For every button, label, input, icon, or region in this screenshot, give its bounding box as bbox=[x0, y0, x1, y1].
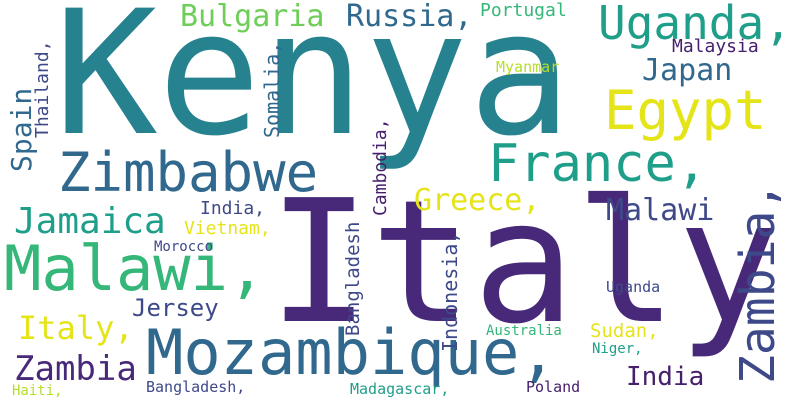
word-uganda-small: Uganda bbox=[606, 278, 661, 296]
word-portugal: Portugal bbox=[480, 0, 567, 21]
word-greece: Greece, bbox=[414, 183, 541, 218]
word-myanmar: Myanmar bbox=[496, 58, 560, 76]
word-cambodia: Cambodia, bbox=[370, 118, 391, 216]
word-france: France, bbox=[488, 134, 708, 194]
word-sudan: Sudan, bbox=[590, 320, 659, 342]
word-india-bottom: India bbox=[626, 362, 705, 392]
word-poland: Poland bbox=[526, 378, 581, 396]
word-jamaica: Jamaica bbox=[14, 201, 166, 242]
word-bangladesh-bottom: Bangladesh, bbox=[146, 378, 246, 396]
word-italy-small: Italy, bbox=[18, 309, 134, 347]
word-morocco: Morocco bbox=[154, 239, 214, 255]
word-malawi-right: Malawi bbox=[606, 193, 715, 228]
word-haiti: Haiti, bbox=[12, 383, 63, 399]
word-jersey: Jersey bbox=[132, 294, 219, 322]
word-madagascar: Madagascar, bbox=[350, 380, 450, 398]
word-india-mid: India, bbox=[200, 198, 266, 219]
word-uganda-top: Uganda, bbox=[598, 0, 792, 50]
word-italy-big: Italy bbox=[268, 164, 780, 362]
word-egypt: Egypt bbox=[604, 79, 767, 142]
word-zimbabwe: Zimbabwe bbox=[58, 141, 319, 204]
word-vietnam: Vietnam, bbox=[184, 218, 271, 239]
word-indonesia: Indonesia, bbox=[438, 231, 462, 352]
word-mozambique: Mozambique, bbox=[146, 316, 557, 389]
word-malawi-left: Malawi, bbox=[4, 232, 266, 305]
word-niger: Niger, bbox=[592, 341, 643, 357]
word-zambia-left: Zambia bbox=[14, 349, 137, 389]
word-japan: Japan bbox=[642, 53, 733, 88]
word-australia: Australia bbox=[486, 323, 562, 339]
word-zambia-vertical: Zambia, bbox=[730, 181, 786, 384]
word-malaysia: Malaysia bbox=[672, 36, 759, 57]
word-thailand: Thailand, bbox=[32, 40, 53, 138]
word-somalia: Somalia, bbox=[260, 41, 284, 138]
word-bulgaria: Bulgaria bbox=[180, 0, 325, 34]
word-bangladesh-vertical: Bangladesh bbox=[342, 221, 364, 336]
word-russia: Russia, bbox=[346, 0, 473, 34]
word-kenya: Kenya bbox=[54, 0, 572, 174]
